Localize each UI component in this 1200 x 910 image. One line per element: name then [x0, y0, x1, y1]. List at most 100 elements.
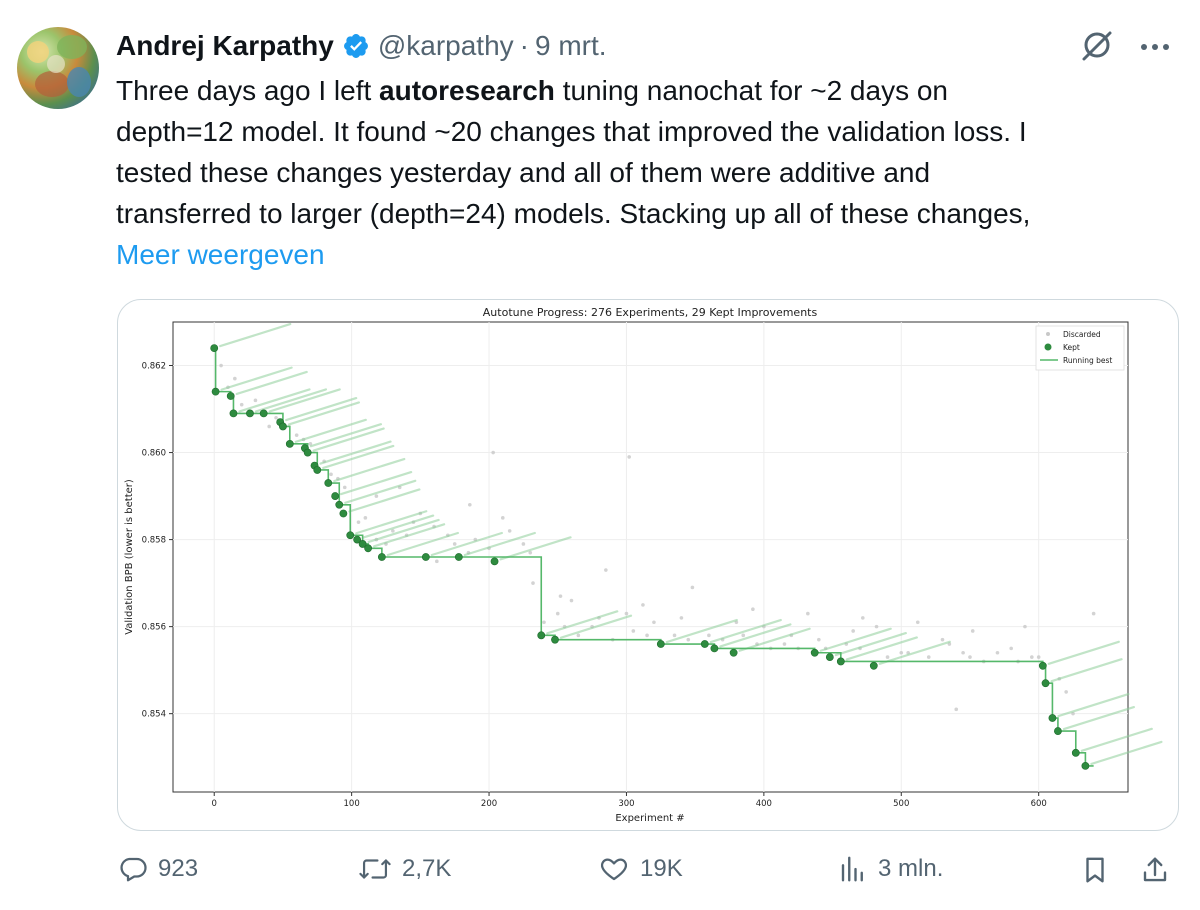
views-icon — [838, 854, 868, 884]
x-tick-label: 400 — [756, 799, 772, 809]
share-button[interactable] — [1140, 854, 1170, 886]
tweet-media-chart[interactable]: 0 100 200 300 400 500 600 0.854 0.856 0.858 0.860… — [117, 299, 1179, 831]
y-tick-label: 0.860 — [142, 449, 166, 459]
discarded-point — [926, 655, 931, 659]
kept-point — [313, 466, 322, 474]
discarded-point — [356, 520, 361, 524]
discarded-point — [274, 415, 278, 420]
discarded-point — [233, 376, 237, 381]
show-more-link[interactable]: Meer weergeven — [116, 239, 325, 270]
repost-icon — [358, 854, 392, 884]
kept-point — [825, 653, 834, 661]
kept-point — [358, 540, 367, 548]
tweet-top-actions — [1080, 28, 1170, 67]
grok-icon[interactable] — [1080, 28, 1114, 67]
annotation-label — [340, 470, 413, 496]
discarded-point — [219, 363, 223, 368]
annotation-label — [309, 423, 383, 448]
reply-count: 923 — [158, 855, 199, 882]
discarded-point — [686, 637, 691, 642]
discarded-point — [558, 594, 563, 598]
tweet-line-4: transferred to larger (depth=24) models.… — [116, 198, 1031, 229]
reply-icon — [118, 854, 148, 884]
discarded-point — [491, 450, 495, 455]
annotation-label — [220, 366, 293, 391]
discarded-point — [267, 424, 271, 429]
discarded-point — [995, 650, 1000, 655]
discarded-point — [899, 650, 904, 655]
tweet-line-3: tested these changes yesterday and all o… — [116, 157, 931, 188]
tweet-date[interactable]: 9 mrt. — [534, 30, 607, 61]
discarded-point — [374, 494, 379, 498]
annotation-label — [738, 627, 811, 652]
more-icon[interactable] — [1140, 39, 1170, 57]
discarded-point — [308, 442, 313, 446]
annotation-label — [665, 618, 738, 644]
chart-xlabel: Experiment # — [615, 813, 684, 824]
annotation-label — [373, 523, 446, 548]
discarded-point — [507, 529, 512, 533]
kept-point — [229, 409, 238, 418]
tweet-header: Andrej Karpathy @karpathy · 9 mrt. — [116, 28, 607, 64]
y-tick-label: 0.858 — [142, 536, 166, 546]
chart-annotations — [219, 323, 1163, 765]
y-tick-label: 0.856 — [142, 623, 166, 633]
repost-button[interactable]: 2,7K — [358, 854, 451, 884]
discarded-point — [555, 611, 560, 616]
discarded-point — [961, 650, 965, 655]
kept-point — [210, 344, 219, 353]
like-button[interactable]: 19K — [598, 854, 683, 884]
discarded-point — [707, 633, 711, 638]
share-icon — [1140, 854, 1170, 886]
discarded-point — [1030, 655, 1034, 659]
reply-button[interactable]: 923 — [118, 854, 198, 884]
kept-point — [1048, 714, 1057, 722]
discarded-point — [627, 455, 632, 459]
discarded-point — [874, 624, 879, 629]
author-name[interactable]: Andrej Karpathy — [116, 30, 334, 61]
discarded-point — [672, 633, 677, 638]
x-tick-label: 100 — [344, 799, 360, 809]
annotation-label — [287, 401, 361, 426]
kept-point — [551, 635, 559, 644]
discarded-point — [294, 433, 299, 437]
discarded-point — [970, 629, 975, 633]
x-tick-label: 0 — [212, 799, 217, 809]
discarded-point — [1009, 646, 1014, 651]
discarded-point — [521, 542, 526, 546]
kept-point — [836, 657, 845, 666]
annotation-label — [499, 536, 572, 561]
discarded-point — [569, 598, 574, 603]
discarded-point — [1064, 690, 1068, 694]
annotation-label — [348, 488, 421, 513]
repost-count: 2,7K — [402, 855, 452, 882]
discarded-point — [915, 620, 920, 625]
discarded-point — [741, 633, 746, 638]
discarded-point — [1036, 655, 1041, 659]
kept-point — [1081, 761, 1090, 770]
verified-badge-icon[interactable] — [342, 32, 370, 60]
kept-point — [421, 553, 430, 561]
kept-point — [1041, 679, 1050, 688]
bookmark-button[interactable] — [1080, 854, 1110, 886]
annotation-label — [709, 618, 782, 644]
annotation-label — [355, 510, 428, 535]
author-avatar[interactable] — [17, 27, 99, 109]
chart-title: Autotune Progress: 276 Experiments, 29 K… — [483, 306, 818, 319]
discarded-point — [645, 633, 649, 638]
kept-point — [246, 409, 254, 418]
discarded-point — [806, 611, 810, 616]
legend-discarded-marker — [1046, 332, 1050, 336]
views-button[interactable]: 3 mln. — [838, 854, 943, 884]
annotation-label — [294, 418, 367, 443]
author-handle[interactable]: @karpathy — [377, 30, 514, 61]
tweet-line-1-suffix: tuning nanochat for ~2 days on — [554, 75, 948, 106]
kept-point — [353, 535, 362, 544]
tweet-line-2: depth=12 model. It found ~20 changes tha… — [116, 116, 1027, 147]
annotation-label — [1090, 740, 1163, 765]
kept-point — [810, 648, 819, 657]
like-icon — [598, 854, 630, 884]
annotation-label — [1057, 692, 1130, 718]
x-tick-label: 200 — [481, 799, 497, 809]
x-tick-label: 600 — [1031, 799, 1047, 809]
